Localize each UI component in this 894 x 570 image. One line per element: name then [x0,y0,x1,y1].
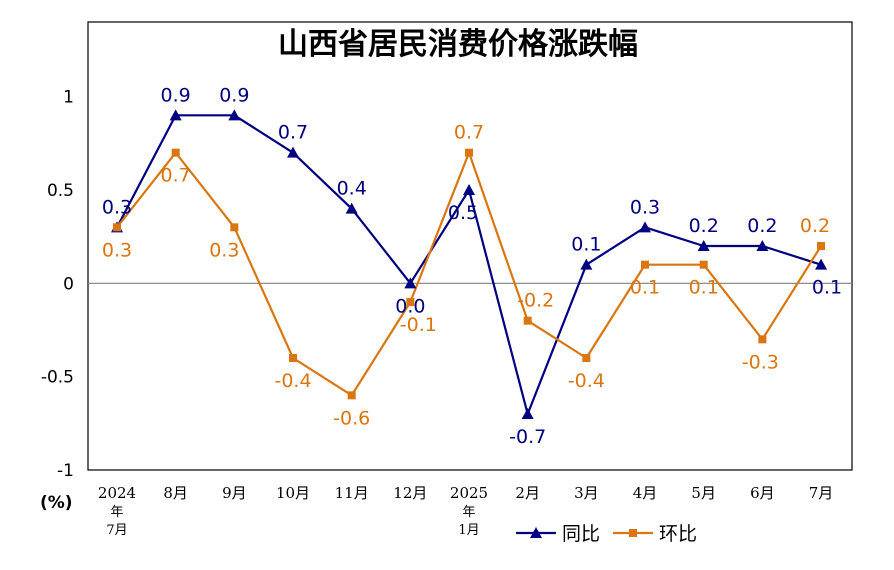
data-label-yoy: 0.9 [161,84,191,106]
data-label-mom: 0.3 [102,239,132,261]
data-label-yoy: 0.2 [747,215,777,237]
data-point-yoy [521,408,534,419]
data-point-yoy [463,184,476,195]
x-tick-label: 3月 [574,484,599,502]
x-tick-label: 7月 [106,523,127,538]
data-point-mom [406,298,415,306]
x-tick-label: 2024 [98,484,136,502]
data-point-yoy [815,258,828,270]
data-point-mom [817,242,826,250]
legend-marker-triangle [530,527,542,538]
data-point-yoy [697,240,710,251]
data-label-yoy: 0.2 [689,215,719,237]
legend: 同比 环比 [516,523,697,545]
legend-marker-square [629,529,637,537]
legend-label: 同比 [562,523,600,545]
data-point-mom [230,223,239,232]
data-label-mom: -0.3 [742,351,779,373]
data-point-yoy [639,221,652,233]
data-point-yoy [345,202,358,214]
x-tick-label: 10月 [276,484,310,502]
x-tick-label: 11月 [335,484,369,502]
data-point-mom [758,335,767,344]
x-tick-label: 2025 [450,484,488,502]
x-tick-label: 年 [463,505,476,520]
data-label-mom: 0.7 [161,165,191,187]
data-point-mom [465,148,474,157]
data-point-mom [347,391,356,400]
y-tick-label: 0.5 [47,181,74,201]
data-label-mom: 0.1 [689,277,719,299]
data-label-yoy: 0.7 [278,122,308,144]
data-label-yoy: 0.3 [630,196,660,218]
y-tick-label: -1 [57,461,74,481]
x-tick-label: 12月 [393,484,427,502]
data-label-mom: -0.4 [568,370,605,392]
y-tick-label: 0 [63,274,74,294]
x-tick-label: 2月 [515,484,540,502]
x-tick-label: 4月 [633,484,658,502]
x-tick-label: 6月 [750,484,775,502]
chart-title: 山西省居民消费价格涨跌幅 [278,27,638,62]
data-label-mom: 0.7 [454,122,484,144]
data-point-yoy [169,109,182,121]
data-point-mom [523,316,532,325]
data-point-yoy [404,277,417,289]
data-label-yoy: 0.1 [571,234,601,256]
axes-group: 1 0.5 0 -0.5 -1 2024 年 7月 8月 9月 10月 11月 12月 2025 年 1月 2月… [41,88,852,538]
data-point-mom [113,223,121,232]
data-point-yoy [287,146,300,158]
x-tick-label: 年 [110,505,123,520]
data-label-yoy: 0.5 [448,202,478,224]
data-label-mom: 0.1 [630,277,660,299]
x-tick-label: 9月 [222,484,247,502]
series-markers [111,109,828,419]
data-point-yoy [756,240,769,251]
x-tick-label: 1月 [458,523,479,538]
data-point-mom [582,354,591,362]
data-label-mom: 0.2 [800,215,830,237]
data-label-yoy: 0.1 [812,277,842,299]
y-tick-label: 1 [63,88,74,108]
data-label-mom: -0.1 [400,314,437,336]
data-point-mom [289,354,298,362]
data-label-mom: -0.6 [333,407,370,429]
y-tick-label: -0.5 [41,368,74,388]
data-label-mom: -0.2 [517,290,554,312]
data-point-yoy [580,258,593,270]
data-label-yoy: 0.9 [219,84,249,106]
x-tick-label: 7月 [809,484,834,502]
legend-label: 环比 [659,523,697,545]
data-label-mom: -0.4 [274,370,311,392]
data-point-mom [699,260,708,269]
data-point-mom [171,148,180,157]
data-label-yoy: -0.7 [509,426,546,448]
data-labels: 0.3 0.9 0.9 0.7 0.4 0.0 0.5 -0.7 0.1 0.3 0.2 0.2 0.1… [102,84,842,448]
data-point-mom [641,260,650,269]
data-label-yoy: 0.0 [395,295,425,317]
data-label-yoy: 0.3 [102,196,132,218]
x-tick-label: 8月 [163,484,188,502]
data-point-yoy [228,109,241,121]
data-label-yoy: 0.4 [337,178,367,200]
y-unit-label: (%) [40,493,73,513]
data-label-mom: 0.3 [209,239,239,261]
x-tick-label: 5月 [691,484,716,502]
